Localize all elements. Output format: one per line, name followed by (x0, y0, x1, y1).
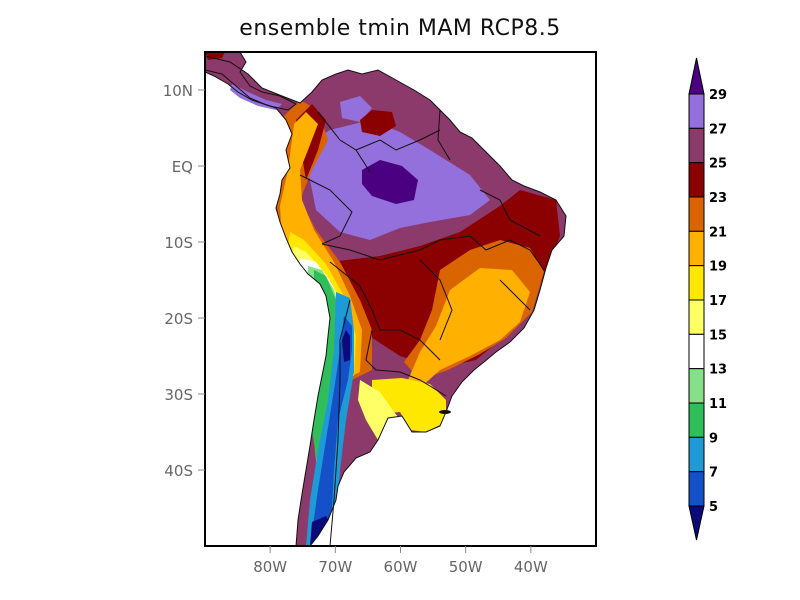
colorbar-label: 11 (709, 397, 727, 412)
colorbar-box (688, 333, 705, 370)
colorbar-label: 21 (709, 225, 727, 240)
colorbar-label: 17 (709, 294, 727, 309)
colorbar-label: 15 (709, 328, 727, 343)
x-tick-label: 70W (318, 558, 352, 576)
colorbar-label: 27 (709, 122, 727, 137)
coastline (205, 55, 567, 546)
colorbar-label: 25 (709, 157, 727, 172)
axes: 80W 70W 60W 50W 40W 10N EQ 10S 20S 30S 40S (163, 82, 548, 576)
y-tick-label: EQ (172, 158, 193, 176)
colorbar-box (688, 402, 705, 438)
field-north-27-29 (340, 96, 372, 122)
colorbar-box (688, 196, 705, 232)
country-border (499, 279, 531, 311)
colorbar-box (688, 368, 705, 404)
x-tick-label: 60W (384, 558, 418, 576)
colorbar-box (688, 471, 705, 507)
colorbar: 5 7 9 11 13 15 17 19 21 23 25 27 29 (688, 57, 727, 541)
land-fill-group (205, 56, 566, 546)
y-tick-label: 20S (164, 310, 193, 328)
country-border (321, 235, 471, 261)
colorbar-label: 19 (709, 260, 727, 275)
colorbar-label: 23 (709, 191, 727, 206)
colorbar-arrow-bottom (688, 505, 705, 541)
colorbar-label: 29 (709, 88, 727, 103)
country-border (365, 329, 421, 381)
colorbar-label: 9 (709, 431, 718, 446)
colorbar-label: 7 (709, 466, 718, 481)
field-panama-27-29 (230, 84, 282, 110)
y-tick-label: 30S (164, 386, 193, 404)
country-border (329, 261, 441, 361)
colorbar-box (688, 127, 705, 164)
field-south-17-19 (372, 378, 446, 432)
chart-title: ensemble tmin MAM RCP8.5 (239, 16, 561, 41)
y-tick-label: 10N (163, 82, 193, 100)
country-border (437, 109, 451, 161)
country-border (299, 174, 353, 245)
colorbar-arrow-top (688, 57, 705, 95)
field-amazon-core-29 (362, 160, 418, 204)
colorbar-box (688, 93, 705, 129)
y-tick-label: 40S (164, 462, 193, 480)
field-andes-5-7 (310, 316, 352, 546)
field-central-america (205, 52, 296, 110)
coastline-central-america (205, 52, 297, 111)
country-border (329, 299, 351, 546)
colorbar-label: 13 (709, 363, 727, 378)
colorbar-box (688, 230, 705, 267)
map-area (205, 52, 567, 546)
field-mexico-23-25 (205, 52, 225, 60)
country-border (469, 235, 545, 271)
country-border (355, 129, 441, 151)
country-border (317, 111, 371, 173)
field-guiana-23-25 (360, 110, 396, 136)
country-border (419, 379, 447, 397)
x-tick-label: 80W (253, 558, 287, 576)
colorbar-box (688, 265, 705, 301)
colorbar-box (688, 299, 705, 335)
colorbar-box (688, 436, 705, 473)
country-border (419, 259, 453, 341)
x-tick-label: 40W (514, 558, 548, 576)
field-altiplano-lt5-spot (342, 330, 350, 362)
lake-mirim (439, 410, 451, 414)
colorbar-label: 5 (709, 500, 718, 515)
country-border (479, 189, 541, 237)
x-tick-label: 50W (449, 558, 483, 576)
colorbar-box (688, 162, 705, 198)
y-tick-label: 10S (164, 234, 193, 252)
